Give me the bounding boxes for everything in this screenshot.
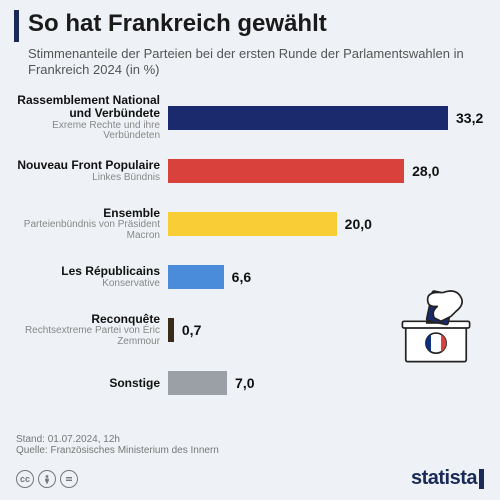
bar: [168, 265, 224, 289]
label-box: EnsembleParteienbündnis von Präsident Ma…: [0, 207, 168, 242]
bar: [168, 318, 174, 342]
footer-note: Stand: 01.07.2024, 12h Quelle: Französis…: [16, 434, 219, 456]
bar-value: 6,6: [232, 269, 251, 285]
party-name: Nouveau Front Populaire: [0, 159, 160, 172]
chart-row: Nouveau Front PopulaireLinkes Bündnis 28,…: [0, 152, 500, 190]
label-box: Nouveau Front PopulaireLinkes Bündnis: [0, 159, 168, 183]
by-icon: [38, 470, 56, 488]
statista-logo: statista: [411, 467, 484, 490]
party-name: Sonstige: [0, 377, 160, 390]
party-desc: Parteienbündnis von Präsident Macron: [0, 220, 160, 241]
logo-text: statista: [411, 467, 477, 490]
label-box: ReconquêteRechtsextreme Partei von Éric …: [0, 313, 168, 348]
label-box: Rassemblement National und VerbündeteExr…: [0, 94, 168, 141]
bar-value: 28,0: [412, 163, 439, 179]
bar: [168, 371, 227, 395]
party-desc: Linkes Bündnis: [0, 173, 160, 184]
label-box: Les RépublicainsKonservative: [0, 265, 168, 289]
footer-date: Stand: 01.07.2024, 12h: [16, 434, 219, 445]
party-name: Reconquête: [0, 313, 160, 326]
cc-icon: cc: [16, 470, 34, 488]
party-name: Les Républicains: [0, 265, 160, 278]
bar-value: 20,0: [345, 216, 372, 232]
party-desc: Konservative: [0, 279, 160, 290]
page-subtitle: Stimmenanteile der Parteien bei der erst…: [28, 46, 468, 79]
nd-icon: [60, 470, 78, 488]
footer-source: Quelle: Französisches Ministerium des In…: [16, 445, 219, 456]
page-title: So hat Frankreich gewählt: [28, 10, 327, 38]
bar-value: 7,0: [235, 375, 254, 391]
party-name: Rassemblement National und Verbündete: [0, 94, 160, 119]
chart-row: Rassemblement National und VerbündeteExr…: [0, 96, 500, 140]
bar: [168, 106, 448, 130]
label-box: Sonstige: [0, 377, 168, 390]
party-desc: Rechtsextreme Partei von Éric Zemmour: [0, 326, 160, 347]
bar-area: 7,0: [168, 371, 500, 395]
bar-area: 20,0: [168, 212, 500, 236]
chart-row: EnsembleParteienbündnis von Präsident Ma…: [0, 202, 500, 246]
accent-bar: [14, 10, 19, 42]
bar-area: 28,0: [168, 159, 500, 183]
license-icons: cc: [16, 470, 78, 488]
bar: [168, 212, 337, 236]
bar-value: 33,2: [456, 110, 483, 126]
bar-value: 0,7: [182, 322, 201, 338]
party-name: Ensemble: [0, 207, 160, 220]
ballot-illustration: [394, 286, 478, 370]
bar-area: 33,2: [168, 106, 500, 130]
bar: [168, 159, 404, 183]
party-desc: Exreme Rechte und ihre Verbündeten: [0, 121, 160, 142]
logo-bar: [479, 469, 484, 489]
